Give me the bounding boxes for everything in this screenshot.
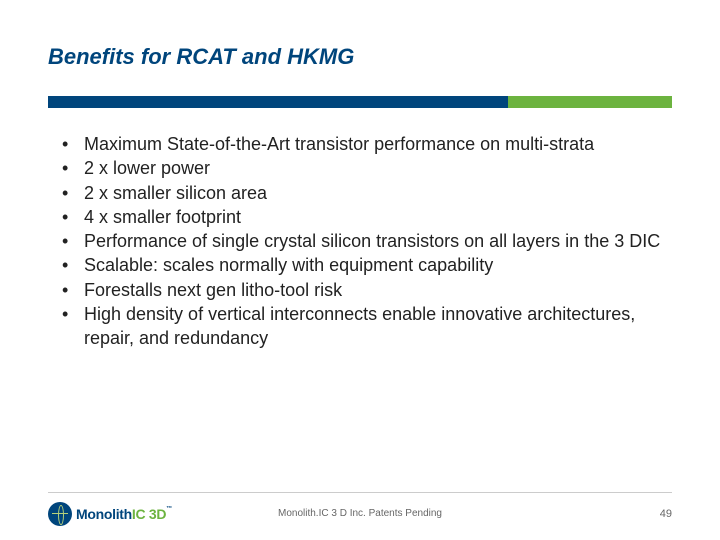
bullet-list: • Maximum State-of-the-Art transistor pe… xyxy=(58,132,662,351)
logo-text: MonolithIC 3D™ xyxy=(76,506,172,522)
company-logo: MonolithIC 3D™ xyxy=(48,502,172,526)
list-item-text: 2 x smaller silicon area xyxy=(84,181,662,205)
divider-green-segment xyxy=(508,96,672,108)
list-item-text: Performance of single crystal silicon tr… xyxy=(84,229,662,253)
bullet-icon: • xyxy=(58,132,84,156)
bullet-icon: • xyxy=(58,253,84,277)
list-item: • Performance of single crystal silicon … xyxy=(58,229,662,253)
bullet-icon: • xyxy=(58,302,84,351)
list-item-text: Scalable: scales normally with equipment… xyxy=(84,253,662,277)
footer-caption: Monolith.IC 3 D Inc. Patents Pending xyxy=(278,508,442,519)
list-item: • Scalable: scales normally with equipme… xyxy=(58,253,662,277)
list-item: • Maximum State-of-the-Art transistor pe… xyxy=(58,132,662,156)
bullet-icon: • xyxy=(58,156,84,180)
list-item: • 4 x smaller footprint xyxy=(58,205,662,229)
bullet-icon: • xyxy=(58,278,84,302)
logo-text-dark: Monolith xyxy=(76,506,132,522)
trademark-icon: ™ xyxy=(166,506,172,512)
list-item: • Forestalls next gen litho-tool risk xyxy=(58,278,662,302)
divider-blue-segment xyxy=(48,96,508,108)
list-item-text: Forestalls next gen litho-tool risk xyxy=(84,278,662,302)
list-item-text: High density of vertical interconnects e… xyxy=(84,302,662,351)
bullet-icon: • xyxy=(58,181,84,205)
list-item-text: 2 x lower power xyxy=(84,156,662,180)
list-item-text: Maximum State-of-the-Art transistor perf… xyxy=(84,132,662,156)
list-item: • 2 x smaller silicon area xyxy=(58,181,662,205)
list-item-text: 4 x smaller footprint xyxy=(84,205,662,229)
slide-title: Benefits for RCAT and HKMG xyxy=(48,44,354,70)
logo-text-green: IC 3D xyxy=(132,506,166,522)
bullet-icon: • xyxy=(58,229,84,253)
bullet-icon: • xyxy=(58,205,84,229)
title-divider xyxy=(48,96,672,108)
page-number: 49 xyxy=(660,508,672,520)
list-item: • High density of vertical interconnects… xyxy=(58,302,662,351)
slide-footer: MonolithIC 3D™ Monolith.IC 3 D Inc. Pate… xyxy=(48,492,672,530)
list-item: • 2 x lower power xyxy=(58,156,662,180)
globe-icon xyxy=(48,502,72,526)
